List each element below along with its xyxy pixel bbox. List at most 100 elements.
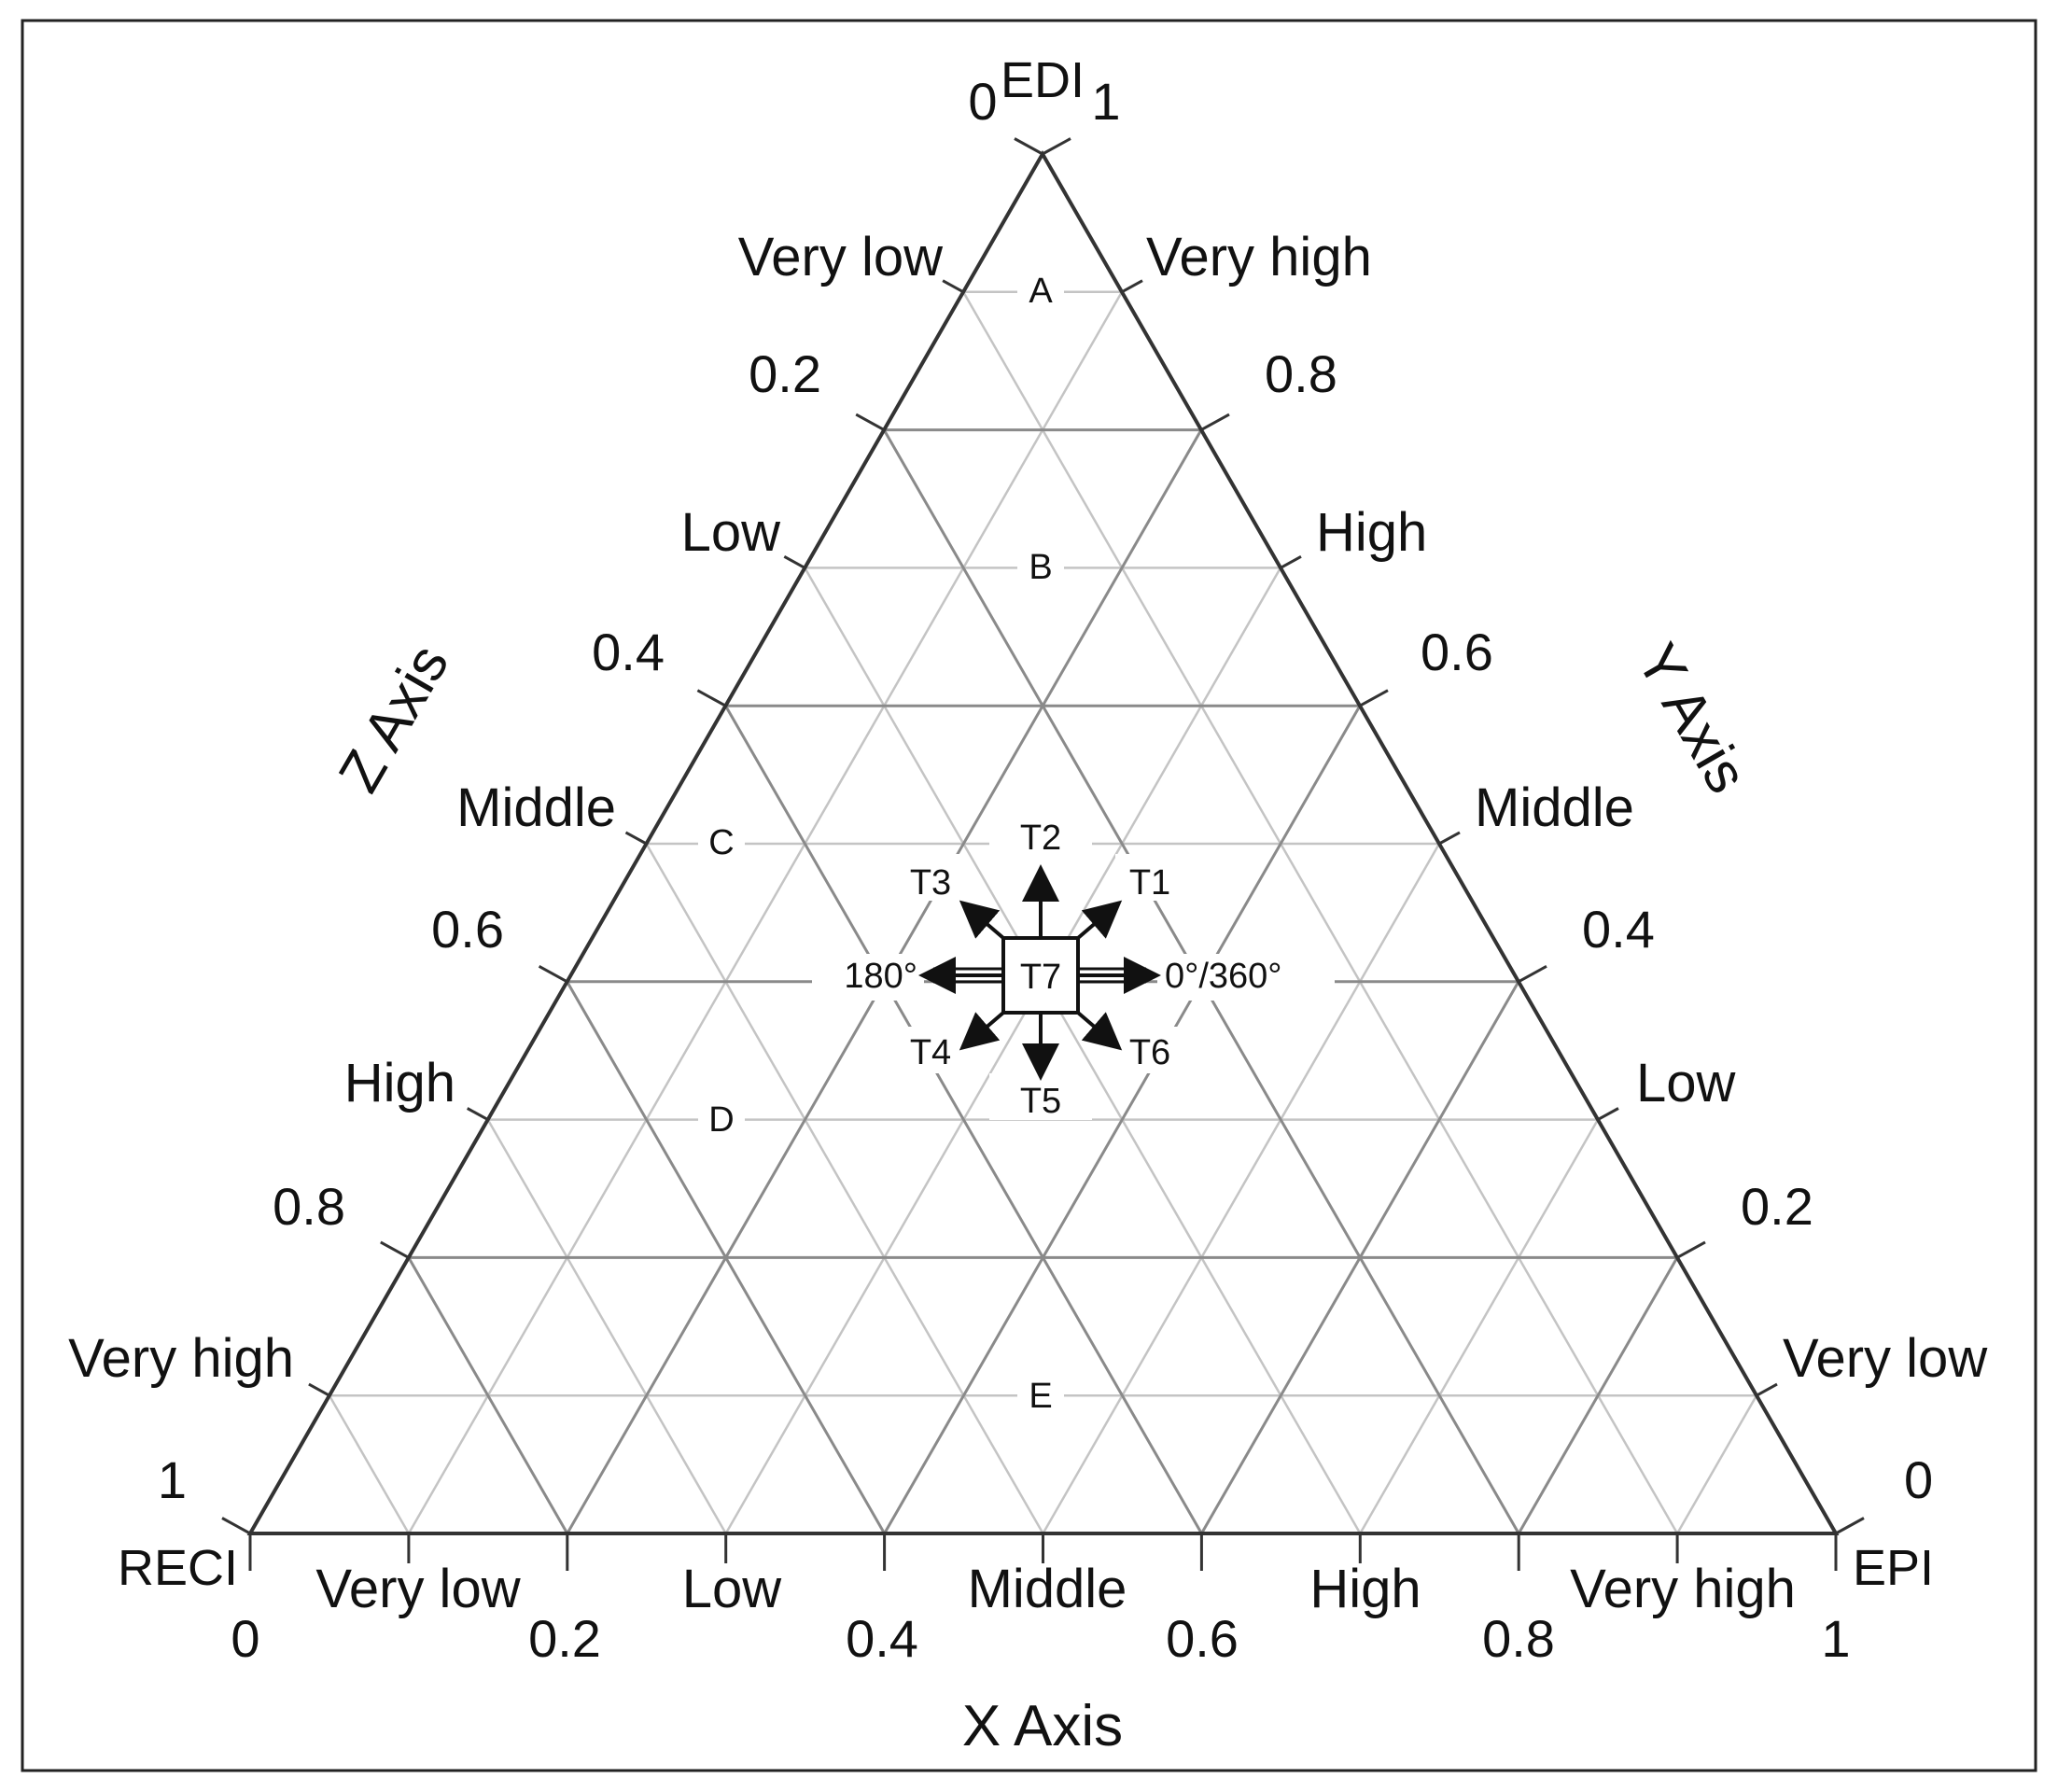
y-tick-0: 1 xyxy=(1091,72,1120,131)
tick-right xyxy=(1756,1382,1778,1397)
grid-line-right-parallel xyxy=(962,291,1679,1534)
tick-left xyxy=(855,413,885,431)
minor-grid xyxy=(328,290,1758,1534)
arrow-down-right xyxy=(1076,1011,1123,1051)
tick-right xyxy=(1042,137,1071,156)
t1-label: T1 xyxy=(1129,863,1170,903)
x-tick-2: 0.4 xyxy=(846,1609,918,1668)
tick-left xyxy=(696,689,727,707)
arrow-down-left xyxy=(959,1011,1005,1051)
grid-line-right-parallel xyxy=(407,1256,569,1534)
grid-line-left-parallel xyxy=(1676,1394,1758,1534)
grid-line-left-parallel xyxy=(1517,1256,1679,1534)
y-class-0: Very high xyxy=(1146,227,1372,287)
t7-label: T7 xyxy=(1020,958,1061,997)
grid-line-right-parallel xyxy=(724,705,1203,1534)
zone-e: E xyxy=(1017,1375,1064,1416)
grid-line-left-parallel xyxy=(407,291,1124,1534)
grid-line-right-parallel xyxy=(486,1118,727,1534)
svg-text:A: A xyxy=(1029,272,1053,311)
tick-right xyxy=(1200,413,1230,431)
y-tick-2: 0.6 xyxy=(1421,623,1493,681)
x-tick-1: 0.2 xyxy=(528,1609,601,1668)
y-class-2: Middle xyxy=(1475,777,1634,838)
z-tick-2: 0.4 xyxy=(592,623,665,681)
tick-right xyxy=(1676,1240,1706,1259)
svg-text:D: D xyxy=(708,1100,734,1140)
y-class-3: Low xyxy=(1636,1053,1737,1113)
tick-right xyxy=(1518,964,1547,984)
x-class-2: Middle xyxy=(968,1559,1127,1619)
figure-border xyxy=(21,19,2037,1772)
z-tick-0: 0 xyxy=(968,72,997,131)
grid-line-left-parallel xyxy=(1359,1118,1600,1534)
tick-left xyxy=(783,554,806,569)
z-class-4: Very high xyxy=(68,1328,294,1389)
x-class-3: High xyxy=(1309,1559,1421,1619)
z-axis-title: Z Axis xyxy=(327,634,461,803)
x-tick-5: 1 xyxy=(1821,1609,1850,1668)
z-class-1: Low xyxy=(681,502,782,563)
grid-line-right-parallel xyxy=(804,567,1362,1534)
tick-marks xyxy=(221,137,1865,1571)
angle-0-360-label: 0°/360° xyxy=(1165,957,1282,996)
corner-epi: EPI xyxy=(1853,1540,1934,1596)
tick-right xyxy=(1597,1107,1619,1121)
t4-label: T4 xyxy=(910,1033,951,1072)
tick-right xyxy=(1835,1517,1865,1535)
tick-left xyxy=(308,1382,330,1397)
z-tick-5: 1 xyxy=(158,1450,187,1509)
x-class-4: Very high xyxy=(1570,1559,1796,1619)
x-class-1: Low xyxy=(682,1559,783,1619)
zone-a: A xyxy=(1017,269,1064,311)
tick-left xyxy=(466,1107,489,1121)
y-tick-1: 0.8 xyxy=(1265,344,1337,403)
tick-right xyxy=(1438,831,1461,846)
y-tick-3: 0.4 xyxy=(1582,900,1655,959)
z-tick-1: 0.2 xyxy=(749,344,821,403)
corner-reci: RECI xyxy=(118,1540,238,1596)
x-tick-4: 0.8 xyxy=(1482,1609,1555,1668)
t3-label: T3 xyxy=(910,863,951,903)
t6-label: T6 xyxy=(1129,1033,1170,1072)
z-class-3: High xyxy=(344,1053,455,1113)
t5-label: T5 xyxy=(1020,1082,1061,1121)
tick-left xyxy=(624,831,648,846)
grid-line-right-parallel xyxy=(328,1394,410,1534)
zone-d: D xyxy=(698,1098,745,1140)
t2-label: T2 xyxy=(1020,819,1061,858)
y-tick-5: 0 xyxy=(1904,1450,1933,1509)
x-class-0: Very low xyxy=(315,1559,521,1619)
zone-b: B xyxy=(1017,546,1064,587)
tick-left xyxy=(380,1240,410,1259)
x-tick-3: 0.6 xyxy=(1166,1609,1239,1668)
tick-right xyxy=(1359,689,1389,707)
x-tick-0: 0 xyxy=(231,1609,259,1668)
direction-schematic: T7 T2 T1 T3 T4 T5 T6 180° 0°/360° xyxy=(812,812,1335,1121)
grid-line-left-parallel xyxy=(883,705,1362,1534)
z-class-2: Middle xyxy=(456,777,616,838)
tick-left xyxy=(221,1517,251,1535)
tick-right xyxy=(1121,279,1143,294)
tick-right xyxy=(1280,554,1302,569)
grid-line-right-parallel xyxy=(645,843,1044,1534)
y-tick-4: 0.2 xyxy=(1741,1177,1813,1236)
svg-text:C: C xyxy=(708,823,734,862)
corner-edi: EDI xyxy=(1001,52,1085,108)
z-class-0: Very low xyxy=(738,227,944,287)
tick-left xyxy=(1014,137,1043,156)
angle-180-label: 180° xyxy=(844,957,917,996)
x-axis-title: X Axis xyxy=(962,1694,1123,1758)
svg-text:E: E xyxy=(1029,1377,1052,1416)
tick-left xyxy=(538,964,568,984)
arrow-up-left xyxy=(959,900,1005,940)
svg-text:B: B xyxy=(1029,548,1052,587)
z-tick-4: 0.8 xyxy=(273,1177,345,1236)
zone-c: C xyxy=(698,821,745,862)
y-class-4: Very low xyxy=(1783,1328,1988,1389)
arrow-up-right xyxy=(1076,900,1123,940)
grid-line-left-parallel xyxy=(1042,843,1441,1534)
y-axis-title: Y Axis xyxy=(1624,633,1759,804)
